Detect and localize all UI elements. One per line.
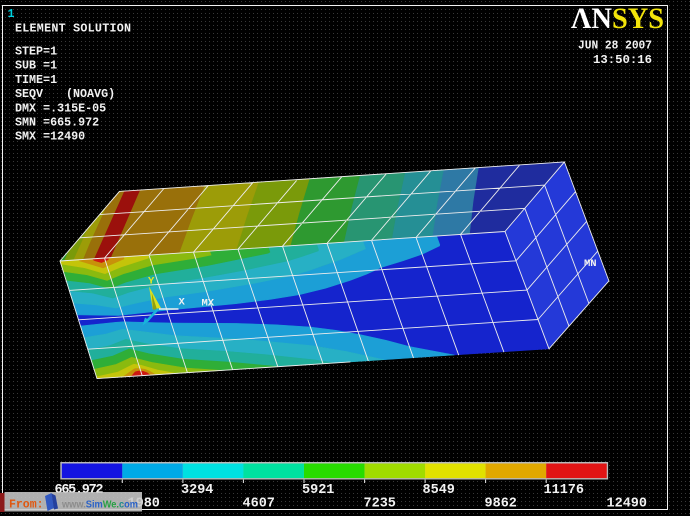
svg-text:12490: 12490: [607, 497, 648, 512]
svg-text:7235: 7235: [364, 497, 396, 512]
svg-text:SMN =665.972: SMN =665.972: [15, 115, 99, 129]
svg-text:9862: 9862: [485, 497, 517, 512]
svg-text:4607: 4607: [243, 497, 275, 512]
svg-text:ELEMENT SOLUTION: ELEMENT SOLUTION: [15, 22, 131, 36]
svg-text:www.SimWe.com: www.SimWe.com: [61, 499, 138, 511]
svg-text:From:: From:: [9, 499, 44, 512]
svg-text:(NOAVG): (NOAVG): [66, 87, 115, 101]
svg-text:MN: MN: [584, 258, 597, 270]
svg-text:SUB =1: SUB =1: [15, 59, 57, 73]
svg-text:11176: 11176: [544, 483, 585, 498]
svg-text:Y: Y: [148, 276, 155, 288]
svg-text:DMX =.315E-05: DMX =.315E-05: [15, 101, 106, 115]
svg-text:SYS: SYS: [612, 2, 664, 35]
svg-text:ΛN: ΛN: [571, 2, 612, 35]
svg-text:TIME=1: TIME=1: [15, 73, 57, 87]
svg-text:1: 1: [8, 7, 15, 21]
svg-text:SEQV: SEQV: [15, 87, 43, 101]
svg-text:MX: MX: [202, 298, 215, 310]
svg-text:JUN 28 2007: JUN 28 2007: [578, 39, 652, 53]
svg-text:STEP=1: STEP=1: [15, 45, 57, 59]
svg-text:3294: 3294: [181, 483, 213, 498]
svg-text:8549: 8549: [423, 483, 455, 498]
svg-text:5921: 5921: [302, 483, 334, 498]
svg-text:13:50:16: 13:50:16: [593, 53, 652, 67]
svg-text:SMX =12490: SMX =12490: [15, 130, 85, 144]
svg-text:X: X: [179, 297, 186, 309]
